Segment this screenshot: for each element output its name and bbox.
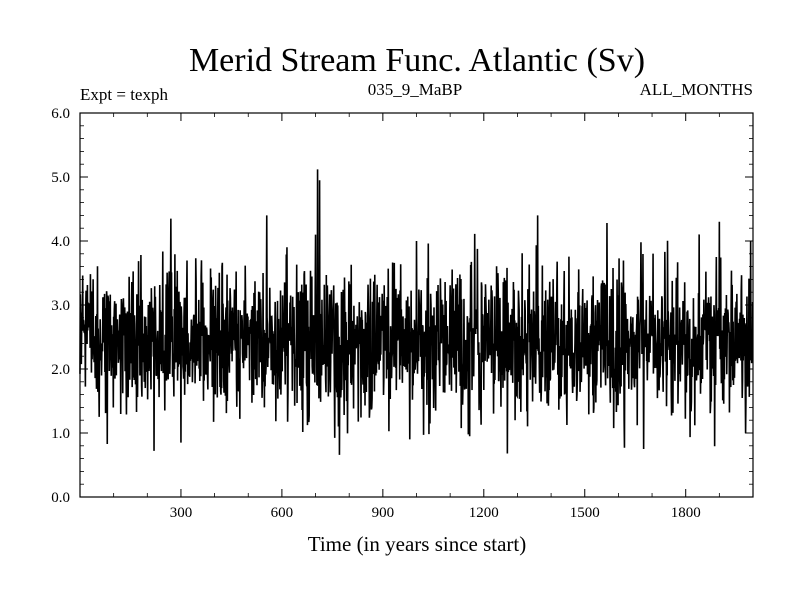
series-layer [79,169,754,455]
y-tick-label: 4.0 [51,234,70,250]
x-tick-label: 1200 [469,505,499,521]
y-tick-label: 3.0 [51,298,70,314]
x-tick-label: 900 [372,505,395,521]
run-label: 035_9_MaBP [368,80,462,99]
experiment-label: Expt = texph [80,85,168,104]
y-tick-label: 1.0 [51,426,70,442]
series-line [79,169,754,455]
y-tick-label: 6.0 [51,106,70,122]
x-axis-label: Time (in years since start) [308,532,527,556]
x-tick-label: 300 [170,505,193,521]
months-label: ALL_MONTHS [640,80,753,99]
x-tick-label: 1800 [671,505,701,521]
y-tick-label: 2.0 [51,362,70,378]
y-tick-label: 0.0 [51,490,70,506]
y-tick-label: 5.0 [51,170,70,186]
axis-ticks: 0.0 1.0 2.0 3.0 4.0 5.0 6.0 300 600 900 1200 1500 18… [51,106,753,521]
x-tick-label: 600 [271,505,294,521]
chart-title: Merid Stream Func. Atlantic (Sv) [189,42,645,79]
x-tick-label: 1500 [570,505,600,521]
